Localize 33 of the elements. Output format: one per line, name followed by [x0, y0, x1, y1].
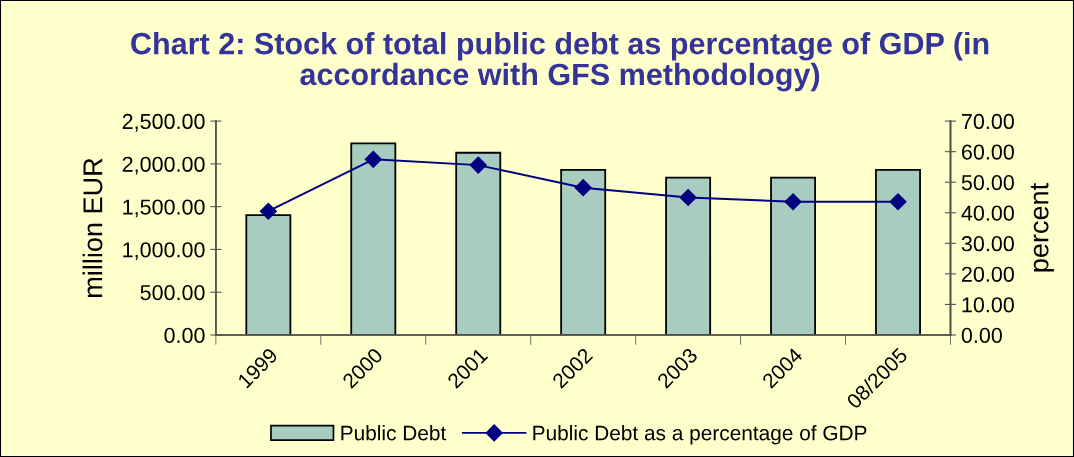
point: [574, 179, 592, 197]
point: [784, 193, 802, 211]
chart-title: Chart 2: Stock of total public debt as percentage of GDP (in accordance with GFS methodology): [131, 31, 989, 92]
point: [364, 150, 382, 168]
y2-tick-label: 30.00: [961, 236, 1014, 252]
bar: [350, 142, 397, 335]
point: [679, 188, 697, 207]
y-tick-label: 1,000.00: [123, 242, 205, 260]
y-axis-title: million EUR: [82, 158, 103, 297]
y2-tick-label: 40.00: [961, 205, 1014, 221]
bar: [770, 176, 817, 335]
y2-tick-label: 0.00: [961, 327, 1002, 343]
y-tick-label: 0.00: [164, 327, 205, 343]
y2-tick-label: 20.00: [961, 266, 1014, 282]
point: [259, 202, 277, 220]
point: [889, 193, 907, 211]
bar: [455, 151, 502, 335]
y-tick-label: 2,500.00: [122, 113, 205, 132]
y2-tick-label: 50.00: [961, 174, 1014, 191]
bar: [245, 214, 292, 335]
point: [469, 156, 487, 174]
y2-tick-label: 60.00: [962, 144, 1014, 160]
legend-label: Public Debt as a percentage of GDP: [533, 425, 867, 445]
y2-tick-label: 10.00: [962, 297, 1014, 313]
bar: [665, 176, 712, 335]
y2-tick-label: 70.00: [962, 113, 1014, 130]
y-tick-label: 2,000.00: [122, 156, 205, 175]
bar: [560, 168, 607, 335]
bar: [875, 168, 921, 335]
y-tick-label: 500.00: [140, 284, 205, 301]
y2-axis-title: percent: [1030, 183, 1054, 272]
legend-label: Public Debt: [341, 425, 447, 441]
y-tick-label: 1,500.00: [123, 199, 205, 218]
